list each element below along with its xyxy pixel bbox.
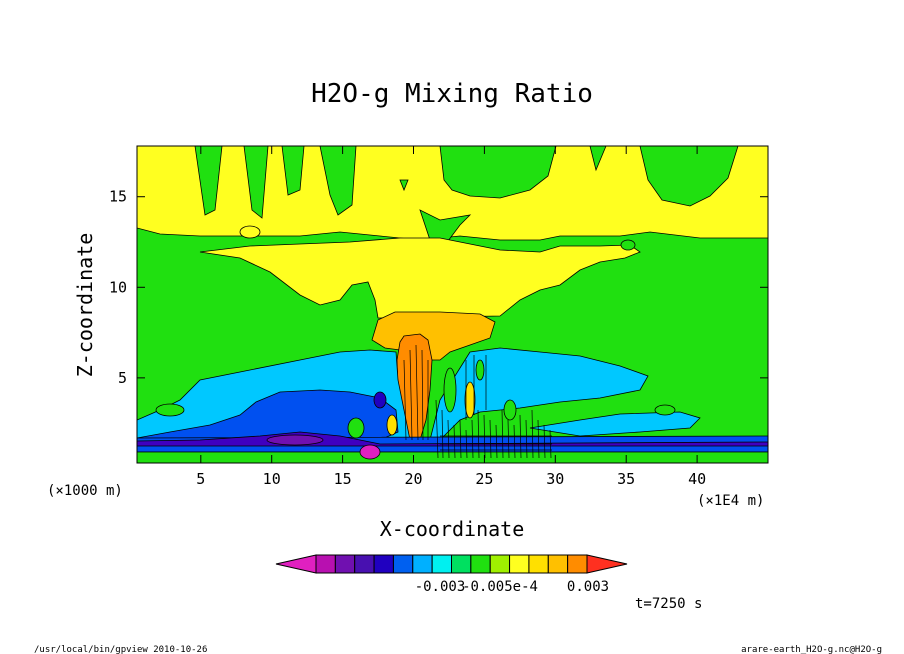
contour-field	[137, 146, 768, 463]
footer-left: /usr/local/bin/gpview 2010-10-26	[34, 645, 207, 654]
colorbar-high-arrow	[586, 554, 628, 574]
anvil	[199, 237, 641, 319]
cell-d	[359, 444, 381, 460]
x-tick-label-6: 35	[617, 470, 635, 488]
cell-h	[475, 359, 485, 381]
cell-b	[373, 391, 387, 409]
colorbar-low-arrow	[275, 554, 317, 574]
colorbar-swatch-6	[431, 554, 452, 574]
cell-e	[443, 367, 457, 413]
green-plume-3	[281, 146, 305, 196]
x-tick-label-2: 15	[334, 470, 352, 488]
x-tick-label-4: 25	[475, 470, 493, 488]
x-tick-label-1: 10	[263, 470, 281, 488]
cell-a	[347, 417, 365, 439]
colorbar-swatch-4	[392, 554, 414, 574]
y-axis: 5 10 15	[109, 188, 768, 387]
y-tick-label-1: 10	[109, 278, 127, 296]
green-plume-1	[194, 146, 223, 216]
cyan-blob-2	[654, 404, 676, 416]
x-tick-label-3: 20	[404, 470, 422, 488]
cell-f	[464, 381, 476, 419]
x-axis: 5 10 15 20 25 30 35 40	[196, 146, 706, 488]
y-tick-label-0: 5	[118, 369, 127, 387]
colorbar-label-2: 0.003	[567, 579, 609, 595]
green-plume-6	[589, 146, 607, 172]
small-cloud-2	[620, 239, 636, 251]
y-axis-label: Z-coordinate	[73, 233, 97, 378]
green-plume-2	[243, 146, 269, 219]
cell-g	[503, 399, 517, 421]
cyan-layer-right	[529, 411, 701, 437]
x-tick-label-5: 30	[546, 470, 564, 488]
small-cloud	[239, 225, 261, 239]
x-tick-label-7: 40	[688, 470, 706, 488]
x-tick-label-0: 5	[196, 470, 205, 488]
colorbar-swatch-10	[509, 554, 530, 574]
contour-scribbles	[403, 344, 552, 459]
colorbar-swatch-11	[528, 554, 549, 574]
y-unit-label: (×1000 m)	[47, 483, 123, 499]
colorbar	[275, 554, 628, 574]
colorbar-swatch-2	[354, 554, 375, 574]
colorbar-swatch-9	[489, 554, 511, 574]
y-tick-label-2: 15	[109, 188, 127, 206]
plot-frame	[136, 145, 769, 464]
green-plume-5	[439, 146, 557, 199]
colorbar-swatch-13	[567, 554, 588, 574]
cyan-blob	[155, 403, 185, 417]
cell-c	[386, 414, 398, 436]
x-unit-label: (×1E4 m)	[697, 493, 764, 509]
colorbar-label-1: -0.005e-4	[462, 579, 538, 595]
colorbar-swatch-0	[315, 554, 336, 574]
colorbar-swatch-8	[470, 554, 491, 574]
colorbar-swatch-5	[412, 554, 433, 574]
green-plume-7	[639, 146, 739, 207]
colorbar-swatch-3	[373, 554, 394, 574]
colorbar-swatch-1	[334, 554, 356, 574]
colorbar-label-0: -0.003	[415, 579, 466, 595]
colorbar-swatch-7	[451, 554, 472, 574]
magenta-cell	[266, 434, 324, 446]
time-label: t=7250 s	[635, 596, 702, 612]
ground-green	[137, 451, 768, 463]
colorbar-labels: -0.003-0.005e-4 0.003	[415, 579, 609, 595]
x-axis-label: X-coordinate	[380, 517, 525, 541]
colorbar-swatch-12	[547, 554, 569, 574]
green-plume-4	[319, 146, 357, 216]
footer-right: arare-earth_H2O-g.nc@H2O-g	[741, 645, 882, 654]
chart-title: H2O-g Mixing Ratio	[311, 79, 593, 109]
